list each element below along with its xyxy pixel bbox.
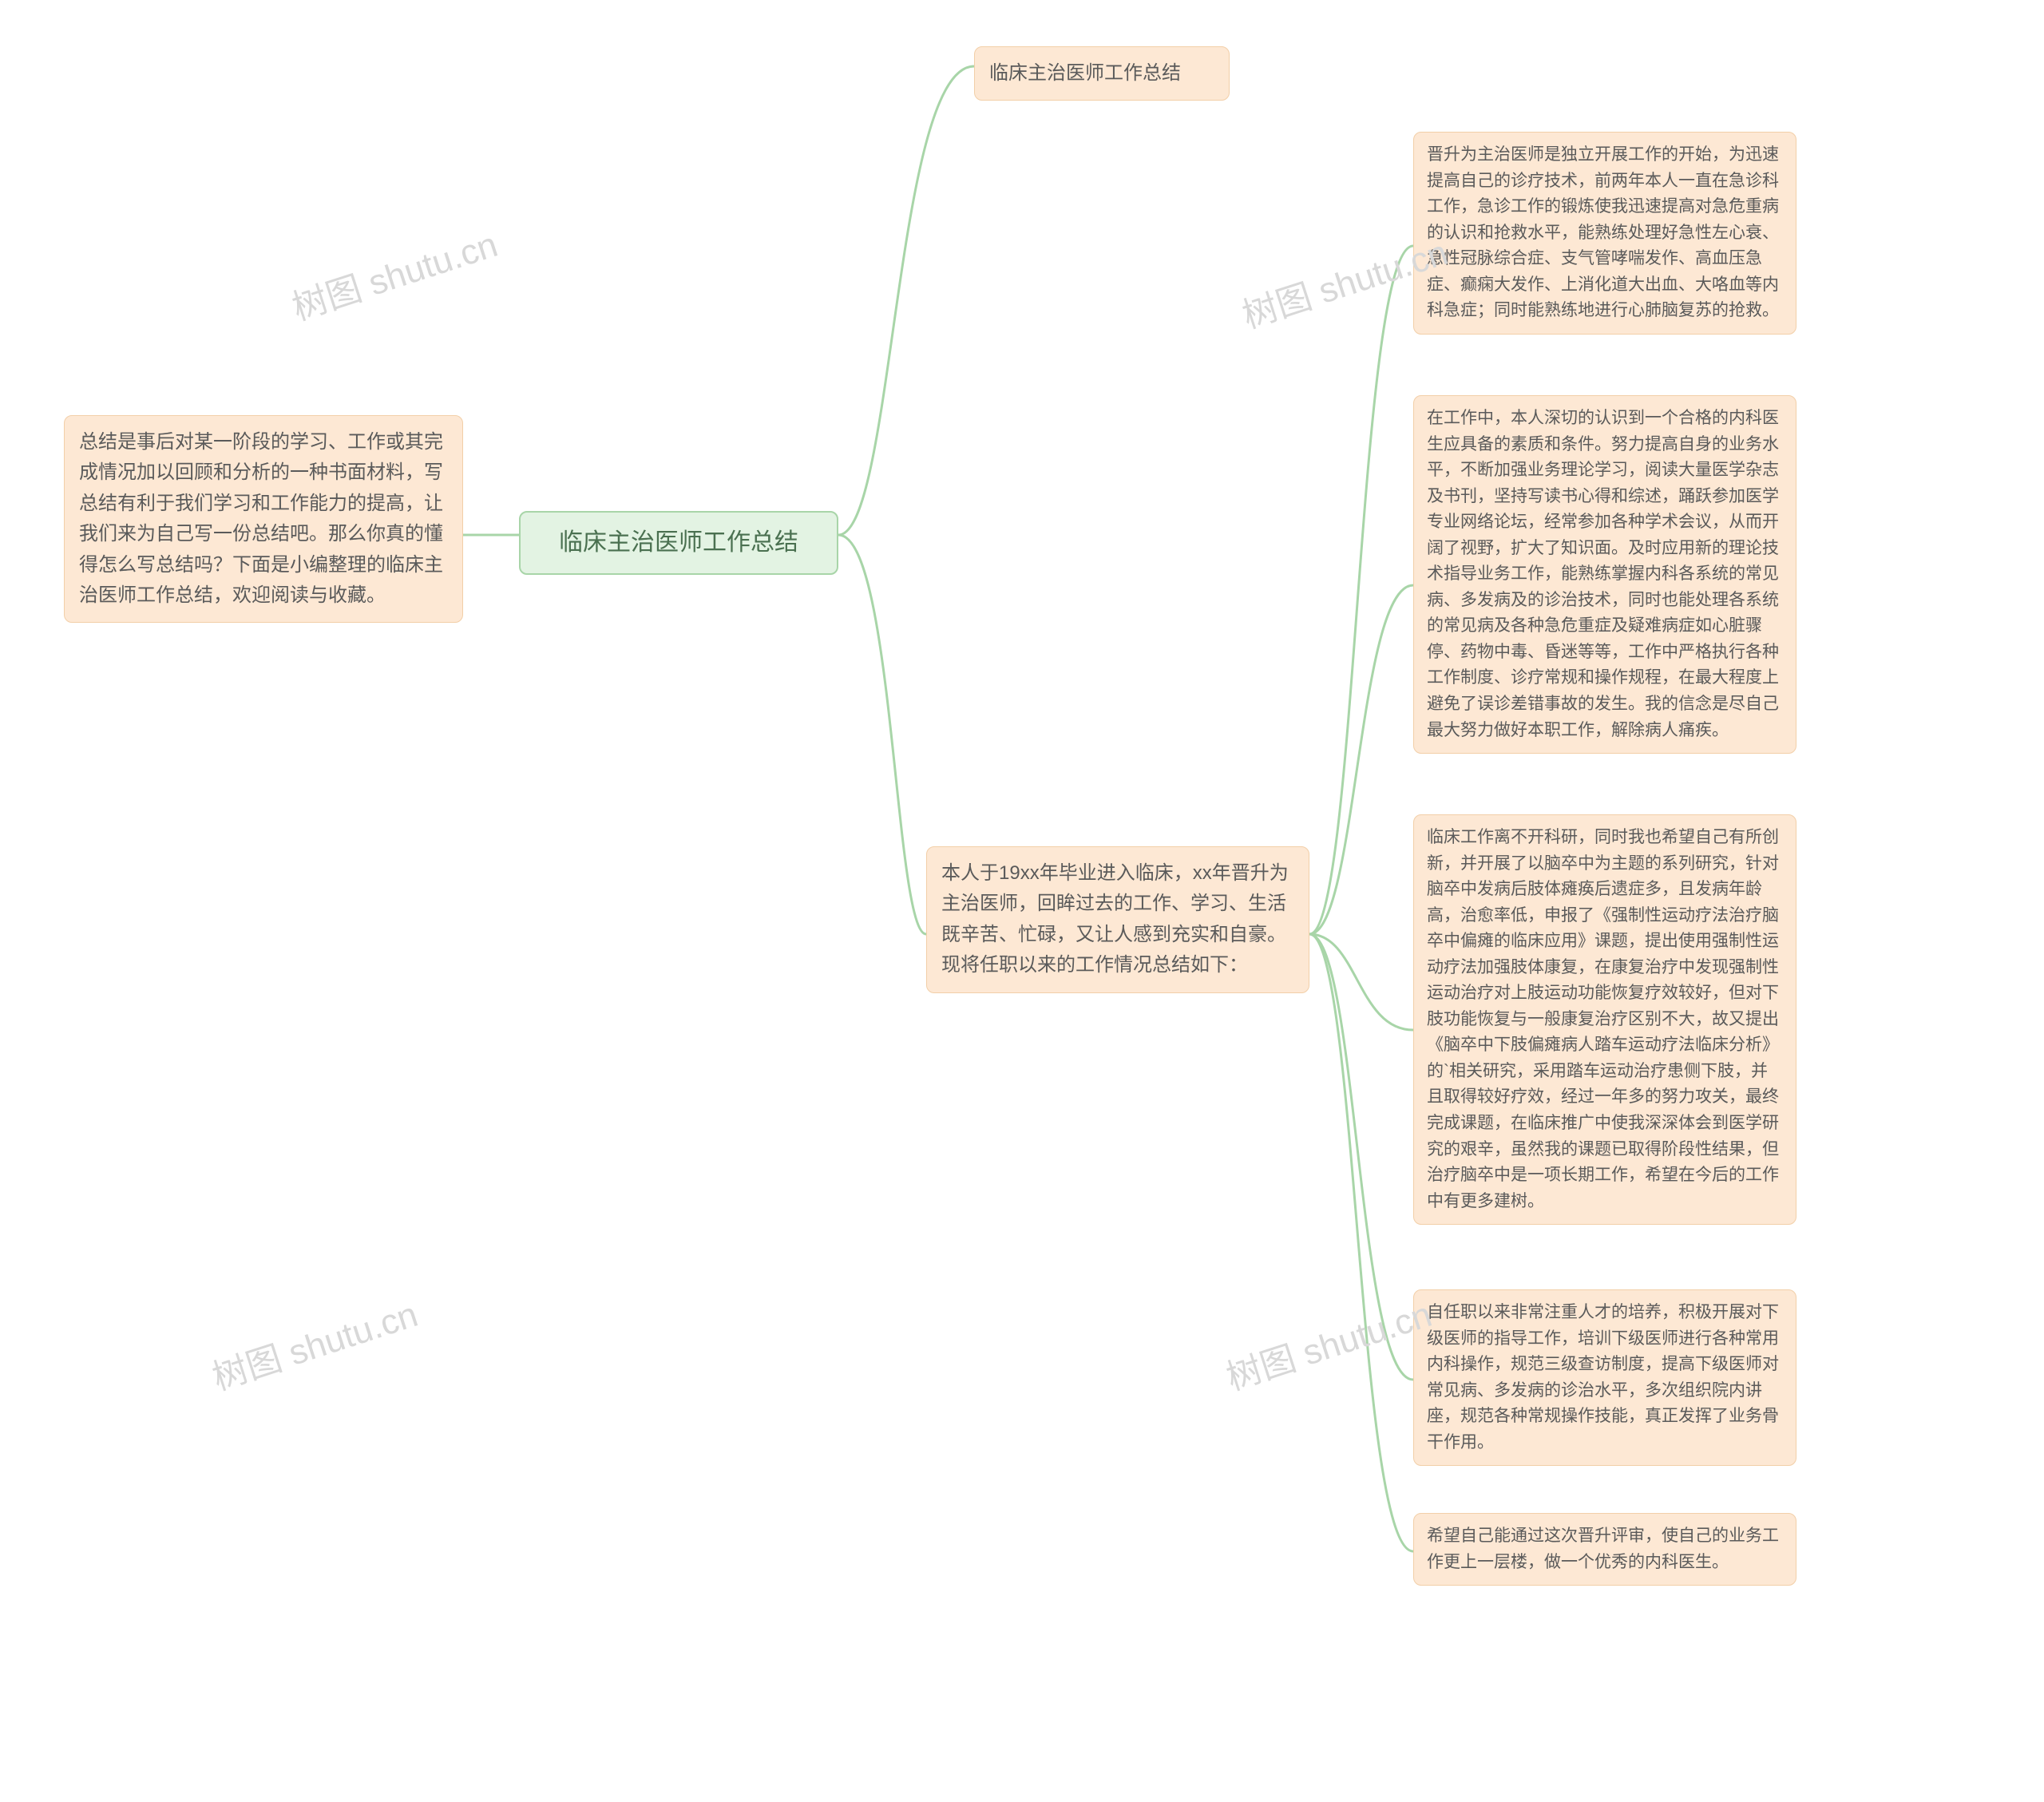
mindmap-node-sub[interactable]: 本人于19xx年毕业进入临床，xx年晋升为主治医师，回眸过去的工作、学习、生活既…: [926, 846, 1309, 993]
watermark: 树图 shutu.cn: [285, 216, 503, 330]
edge: [1309, 934, 1413, 1030]
mindmap-node-p3[interactable]: 临床工作离不开科研，同时我也希望自己有所创新，并开展了以脑卒中为主题的系列研究，…: [1413, 814, 1796, 1225]
mindmap-node-p4[interactable]: 自任职以来非常注重人才的培养，积极开展对下级医师的指导工作，培训下级医师进行各种…: [1413, 1289, 1796, 1466]
edge: [1309, 934, 1413, 1380]
mindmap-node-p1[interactable]: 晋升为主治医师是独立开展工作的开始，为迅速提高自己的诊疗技术，前两年本人一直在急…: [1413, 132, 1796, 335]
edge: [838, 66, 974, 535]
mindmap-node-intro[interactable]: 总结是事后对某一阶段的学习、工作或其完成情况加以回顾和分析的一种书面材料，写总结…: [64, 415, 463, 623]
watermark: 树图 shutu.cn: [205, 1285, 423, 1400]
mindmap-node-p5[interactable]: 希望自己能通过这次晋升评审，使自己的业务工作更上一层楼，做一个优秀的内科医生。: [1413, 1513, 1796, 1586]
edge: [1309, 934, 1413, 1551]
watermark: 树图 shutu.cn: [1219, 1285, 1437, 1400]
mindmap-node-p2[interactable]: 在工作中，本人深切的认识到一个合格的内科医生应具备的素质和条件。努力提高自身的业…: [1413, 395, 1796, 754]
edge: [1309, 585, 1413, 934]
edge: [1309, 246, 1413, 934]
edge: [838, 535, 926, 934]
mindmap-node-root[interactable]: 临床主治医师工作总结: [519, 511, 838, 575]
mindmap-node-title-dup[interactable]: 临床主治医师工作总结: [974, 46, 1230, 101]
